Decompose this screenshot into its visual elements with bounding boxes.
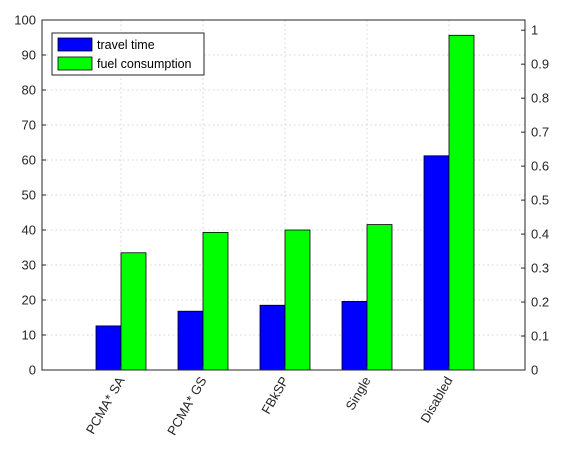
x-tick-label: PCMA* SA [83, 374, 128, 437]
bar-fuel-consumption-4 [448, 34, 475, 371]
x-tick-label: PCMA* GS [164, 374, 210, 438]
right-tick-label: 0.5 [531, 193, 549, 208]
left-tick-label: 30 [22, 258, 36, 273]
right-tick-label: 0.4 [531, 227, 549, 242]
x-tick-label: Single [343, 374, 374, 413]
x-axis: PCMA* SA PCMA* GS FBkSP Single Disabled [83, 366, 456, 438]
right-y-axis: 0 0.1 0.2 0.3 0.4 0.5 0.6 0.7 0.8 0.9 1 [521, 23, 549, 378]
right-tick-label: 0.6 [531, 159, 549, 174]
x-tick-label: Disabled [417, 374, 455, 425]
bar-travel-time-4 [423, 155, 450, 371]
legend-swatch-travel-time [57, 37, 93, 52]
right-tick-label: 0.9 [531, 57, 549, 72]
left-tick-label: 90 [22, 48, 36, 63]
legend-swatch-fuel-consumption [57, 56, 93, 71]
left-tick-label: 80 [22, 83, 36, 98]
bar-travel-time-1 [177, 310, 204, 371]
left-tick-label: 70 [22, 118, 36, 133]
bar-fuel-consumption-3 [366, 224, 393, 371]
right-tick-label: 0.2 [531, 295, 549, 310]
left-tick-label: 100 [14, 13, 36, 28]
left-tick-label: 10 [22, 328, 36, 343]
left-tick-label: 20 [22, 293, 36, 308]
bar-fuel-consumption-1 [202, 231, 229, 371]
bar-travel-time-3 [341, 300, 368, 371]
left-tick-label: 40 [22, 223, 36, 238]
right-tick-label: 0.1 [531, 329, 549, 344]
legend-label-travel-time: travel time [97, 38, 155, 52]
right-tick-label: 0.3 [531, 261, 549, 276]
right-tick-label: 0 [531, 363, 538, 378]
x-tick-label: FBkSP [258, 374, 291, 417]
right-tick-label: 1 [531, 23, 538, 38]
bar-fuel-consumption-2 [284, 229, 311, 371]
right-tick-label: 0.7 [531, 125, 549, 140]
right-tick-label: 0.8 [531, 91, 549, 106]
legend-label-fuel-consumption: fuel consumption [97, 57, 192, 71]
bars [95, 34, 475, 371]
bar-travel-time-0 [95, 325, 122, 371]
bar-travel-time-2 [259, 304, 286, 371]
left-tick-label: 50 [22, 188, 36, 203]
left-y-axis: 0 10 20 30 40 50 60 70 80 90 100 [14, 13, 46, 378]
left-tick-label: 0 [29, 363, 36, 378]
bar-fuel-consumption-0 [120, 252, 147, 371]
left-tick-label: 60 [22, 153, 36, 168]
legend: travel time fuel consumption [51, 32, 205, 76]
